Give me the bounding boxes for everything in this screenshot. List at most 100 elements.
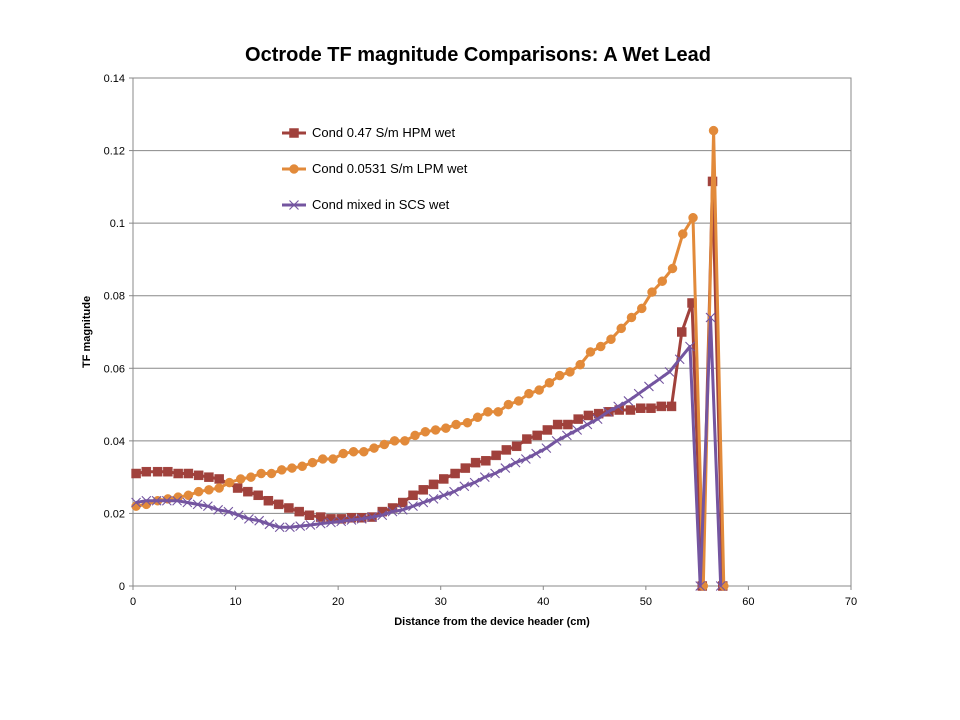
legend-label: Cond 0.47 S/m HPM wet bbox=[312, 125, 455, 140]
x-tick-label: 60 bbox=[742, 596, 754, 608]
data-point bbox=[667, 263, 678, 274]
data-point bbox=[501, 445, 512, 455]
data-point bbox=[572, 425, 583, 435]
data-point bbox=[202, 501, 213, 512]
data-point bbox=[715, 581, 726, 591]
y-axis-ticks: 0 0.02 0.04 0.06 0.08 0.1 0.12 0.14 bbox=[104, 73, 133, 593]
data-point bbox=[534, 385, 544, 395]
x-tick-label: 0 bbox=[130, 596, 136, 608]
data-point bbox=[479, 472, 490, 483]
data-point bbox=[563, 419, 573, 430]
data-point bbox=[398, 497, 408, 508]
data-point bbox=[369, 443, 379, 453]
data-point bbox=[623, 396, 634, 406]
data-point bbox=[163, 466, 173, 477]
data-point bbox=[451, 419, 461, 430]
data-point bbox=[657, 276, 668, 286]
legend-item: Cond mixed in SCS wet bbox=[282, 197, 450, 212]
data-point bbox=[664, 367, 675, 377]
x-axis-ticks: 0 10 20 30 40 50 60 70 bbox=[130, 586, 857, 608]
data-point bbox=[644, 381, 654, 392]
data-point bbox=[204, 485, 214, 495]
series-cond-mixed-in-scs-wet bbox=[131, 312, 726, 591]
data-point bbox=[397, 504, 408, 515]
data-point bbox=[565, 367, 575, 377]
data-point bbox=[253, 490, 263, 501]
legend-marker bbox=[289, 164, 299, 174]
data-point bbox=[613, 401, 624, 412]
data-point bbox=[389, 436, 400, 446]
data-point bbox=[575, 359, 585, 370]
data-point bbox=[284, 503, 294, 513]
data-point bbox=[647, 287, 657, 297]
chart-title: Octrode TF magnitude Comparisons: A Wet … bbox=[245, 44, 711, 66]
data-point bbox=[326, 517, 336, 528]
data-point bbox=[193, 470, 204, 481]
data-point bbox=[469, 477, 480, 488]
data-point bbox=[276, 465, 287, 475]
data-point bbox=[493, 407, 503, 417]
series-line bbox=[135, 129, 726, 588]
data-point bbox=[266, 468, 277, 479]
data-point bbox=[232, 483, 243, 493]
data-point bbox=[522, 434, 532, 444]
data-point bbox=[656, 401, 666, 412]
data-point bbox=[173, 468, 183, 479]
data-point bbox=[346, 513, 357, 523]
data-point bbox=[183, 468, 194, 479]
data-point bbox=[428, 479, 439, 490]
data-point bbox=[637, 303, 647, 314]
data-point bbox=[244, 513, 254, 524]
data-point bbox=[603, 406, 613, 417]
data-point bbox=[223, 506, 234, 517]
data-point bbox=[367, 512, 377, 522]
y-tick-label: 0.02 bbox=[104, 508, 125, 520]
data-point bbox=[420, 427, 431, 437]
data-point bbox=[582, 419, 593, 430]
data-point bbox=[151, 495, 162, 506]
series-cond-0-47-s-m-hpm-wet bbox=[131, 176, 728, 591]
data-point bbox=[213, 504, 224, 515]
data-point bbox=[192, 499, 203, 510]
data-point bbox=[418, 497, 429, 508]
series-layer bbox=[131, 125, 729, 591]
data-point bbox=[377, 510, 388, 521]
data-point bbox=[274, 522, 285, 533]
data-point bbox=[490, 468, 500, 479]
data-point bbox=[141, 495, 152, 506]
data-point bbox=[552, 419, 563, 430]
data-point bbox=[346, 515, 357, 525]
data-point bbox=[264, 519, 275, 530]
legend-item: Cond 0.0531 S/m LPM wet bbox=[282, 161, 468, 176]
data-point bbox=[635, 403, 646, 413]
data-point bbox=[294, 506, 304, 517]
data-point bbox=[400, 436, 410, 446]
data-point bbox=[459, 481, 470, 492]
x-tick-label: 20 bbox=[332, 596, 344, 608]
y-tick-label: 0.08 bbox=[104, 291, 125, 303]
data-point bbox=[263, 495, 274, 506]
data-point bbox=[626, 312, 637, 323]
data-point bbox=[554, 370, 565, 381]
data-point bbox=[695, 581, 706, 591]
data-point bbox=[532, 430, 542, 441]
data-point bbox=[408, 501, 418, 512]
x-axis-label: Distance from the device header (cm) bbox=[394, 616, 590, 628]
data-point bbox=[315, 518, 326, 529]
data-point bbox=[542, 425, 553, 435]
data-point bbox=[583, 410, 594, 421]
data-point bbox=[503, 399, 514, 410]
legend-label: Cond mixed in SCS wet bbox=[312, 197, 450, 212]
data-point bbox=[379, 439, 390, 450]
data-point bbox=[551, 435, 562, 446]
data-point bbox=[348, 446, 359, 457]
y-tick-label: 0.12 bbox=[104, 146, 125, 158]
data-point bbox=[307, 457, 318, 468]
data-point bbox=[305, 520, 316, 530]
data-point bbox=[408, 490, 418, 501]
x-tick-label: 70 bbox=[845, 596, 857, 608]
legend-item: Cond 0.47 S/m HPM wet bbox=[282, 125, 455, 140]
plot-area bbox=[132, 77, 852, 587]
data-point bbox=[595, 341, 606, 352]
